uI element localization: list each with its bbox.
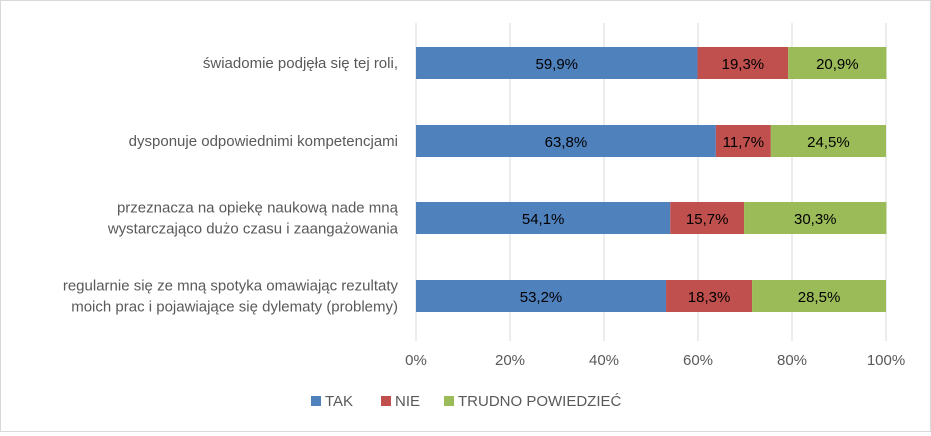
data-label: 20,9% [816,56,859,73]
category-label: przeznacza na opiekę naukową nade mną [117,200,399,217]
bar [416,280,667,312]
data-label: 11,7% [723,134,764,151]
category-label: dysponuje odpowiednimi kompetencjami [129,133,398,150]
data-label: 18,3% [688,289,731,306]
bar [744,202,887,234]
x-tick-label: 100% [867,352,905,369]
data-label: 28,5% [798,289,841,306]
bar [770,125,886,157]
x-tick-label: 60% [683,352,713,369]
bar [752,280,886,312]
legend-swatch [381,396,391,406]
bar [416,202,671,234]
bar [670,202,745,234]
category-label: moich prac i pojawiające się dylematy (p… [71,299,398,316]
data-label: 54,1% [522,211,565,228]
data-label: 63,8% [545,134,588,151]
data-label: 19,3% [722,56,765,73]
legend-label: TRUDNO POWIEDZIEĆ [458,393,621,410]
x-tick-label: 40% [589,352,619,369]
legend-swatch [311,396,321,406]
data-label: 30,3% [794,211,837,228]
category-label: regularnie się ze mną spotyka omawiając … [63,278,399,295]
category-label: wystarczająco dużo czasu i zaangażowania [107,221,399,238]
bar [697,47,789,79]
bar [416,125,716,157]
legend-label: TAK [325,393,353,410]
bar [416,47,698,79]
legend-swatch [444,396,454,406]
data-label: 59,9% [535,56,578,73]
x-tick-label: 20% [495,352,525,369]
bar [715,125,771,157]
x-tick-label: 80% [777,352,807,369]
data-label: 24,5% [807,134,850,151]
bar [666,280,753,312]
bar [788,47,887,79]
x-tick-label: 0% [405,352,427,369]
data-label: 53,2% [520,289,563,306]
legend-label: NIE [395,393,420,410]
data-label: 15,7% [686,211,729,228]
category-label: świadomie podjęła się tej roli, [203,55,398,72]
